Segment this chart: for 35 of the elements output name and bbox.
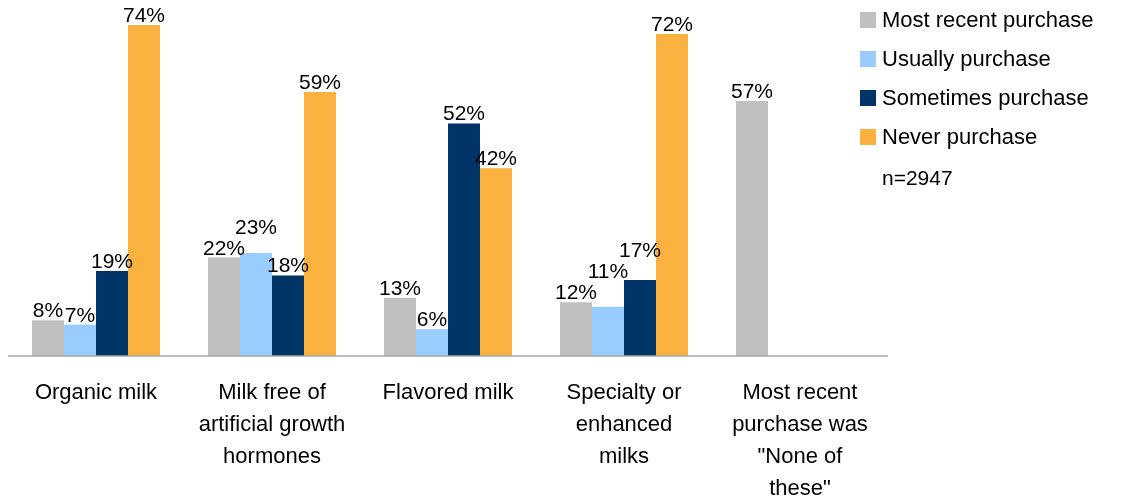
bar (560, 302, 592, 356)
legend-label: Never purchase (882, 123, 1038, 151)
bar (416, 329, 448, 356)
data-label: 11% (587, 259, 629, 283)
data-label: 72% (650, 11, 694, 35)
legend-label: Usually purchase (882, 45, 1051, 73)
legend-label: Sometimes purchase (882, 84, 1089, 112)
bar (624, 279, 656, 356)
x-tick-label: Milk free of artificial growth hormones (198, 379, 346, 468)
annotation: n=2947 (882, 166, 953, 190)
data-label: 57% (730, 79, 774, 103)
data-label: 59% (298, 70, 342, 94)
bar (480, 168, 512, 356)
data-label: 52% (442, 101, 486, 125)
x-tick-label: Most recent purchase was "None of these" (732, 379, 868, 500)
bar (736, 101, 768, 356)
data-label: 13% (378, 275, 422, 299)
legend-label: Most recent purchase (882, 6, 1094, 34)
data-label: 74% (122, 3, 166, 26)
data-label: 12% (554, 280, 598, 304)
bar (96, 271, 128, 356)
x-tick-label: Flavored milk (382, 379, 515, 404)
data-label: 6% (416, 307, 448, 331)
data-label: 8% (32, 298, 64, 322)
data-label: 23% (234, 214, 278, 238)
x-tick-label: Organic milk (34, 379, 159, 404)
bar (32, 320, 64, 356)
data-label: 22% (202, 235, 246, 259)
bar (272, 275, 304, 356)
bar (384, 297, 416, 356)
x-tick-label: Specialty or enhanced milks (566, 379, 682, 468)
bar (208, 257, 240, 356)
data-label: 7% (64, 302, 96, 326)
bar (592, 306, 624, 356)
bar (64, 324, 96, 356)
